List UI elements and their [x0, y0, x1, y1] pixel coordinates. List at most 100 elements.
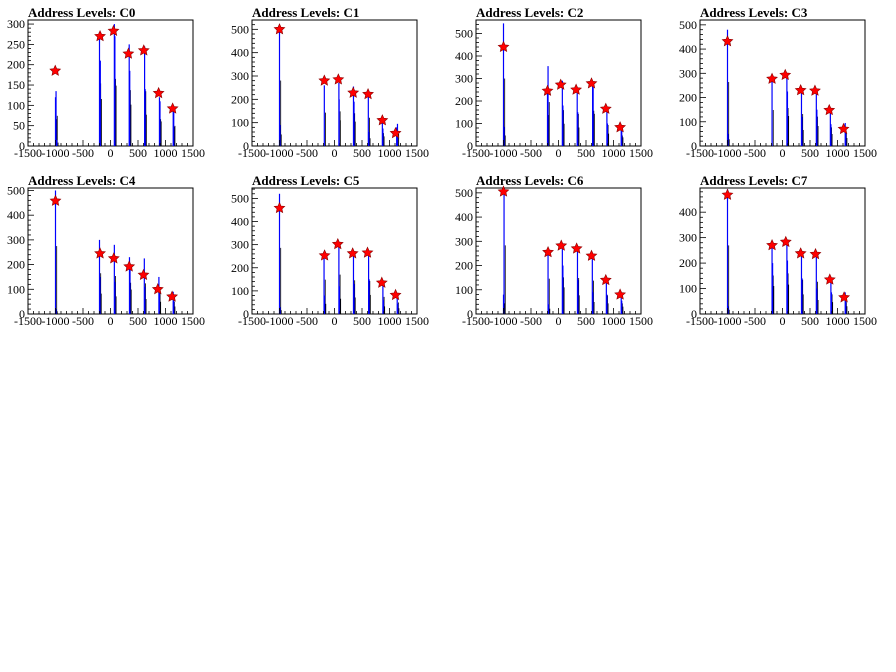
- chart-panel: Address Levels: C5-1500 -1000 -500 0 500 1000…: [231, 173, 429, 328]
- x-tick-label: 500: [801, 314, 819, 328]
- peak-marker: [94, 30, 106, 42]
- x-tick-label: -1000: [490, 314, 518, 328]
- y-tick-label: 400: [455, 49, 473, 63]
- y-tick-label: 0: [243, 139, 249, 153]
- y-tick-label: 100: [679, 115, 697, 129]
- y-tick-label: 500: [455, 27, 473, 41]
- peak-marker: [585, 249, 598, 261]
- peak-marker: [331, 237, 344, 250]
- peak-marker: [542, 245, 554, 258]
- peak-marker: [332, 73, 345, 85]
- peak-marker: [794, 84, 807, 96]
- peak-marker: [809, 247, 822, 260]
- x-tick-label: 0: [108, 314, 114, 328]
- peak-marker: [794, 247, 807, 259]
- x-tick-label: 0: [780, 146, 786, 160]
- peak-marker: [599, 102, 612, 114]
- y-tick-label: 500: [231, 22, 249, 36]
- y-tick-label: 0: [467, 139, 473, 153]
- x-tick-label: -1500: [14, 146, 42, 160]
- chart-title: Address Levels: C4: [28, 173, 136, 188]
- chart-title: Address Levels: C7: [700, 173, 808, 188]
- y-tick-label: 250: [7, 37, 25, 51]
- peak-marker: [346, 247, 359, 259]
- peak-marker: [123, 260, 136, 272]
- y-tick-label: 0: [691, 307, 697, 321]
- peak-marker: [497, 40, 510, 53]
- chart-title: Address Levels: C2: [476, 5, 583, 20]
- x-tick-label: -500: [72, 146, 94, 160]
- x-tick-label: 1000: [154, 146, 178, 160]
- peak-marker: [570, 242, 583, 254]
- y-tick-label: 300: [455, 72, 473, 86]
- x-tick-label: -1000: [714, 314, 742, 328]
- peak-marker: [273, 23, 286, 35]
- y-tick-label: 200: [231, 92, 249, 106]
- peak-marker: [362, 87, 374, 100]
- peak-marker: [49, 64, 62, 76]
- x-tick-label: 500: [353, 314, 371, 328]
- x-tick-label: -1500: [14, 314, 42, 328]
- x-tick-label: 1500: [853, 146, 877, 160]
- y-tick-label: 200: [455, 259, 473, 273]
- peak-marker: [318, 249, 331, 261]
- x-tick-label: 1000: [826, 146, 850, 160]
- y-tick-label: 400: [679, 42, 697, 56]
- x-tick-label: 500: [129, 314, 147, 328]
- y-tick-label: 200: [679, 256, 697, 270]
- peak-marker: [389, 126, 402, 139]
- peak-marker: [823, 273, 836, 285]
- plot-frame: [475, 187, 642, 315]
- y-tick-label: 0: [467, 307, 473, 321]
- x-tick-label: -1000: [42, 314, 70, 328]
- peak-marker: [585, 77, 598, 89]
- peak-marker: [721, 188, 734, 200]
- x-tick-label: 1000: [154, 314, 178, 328]
- peak-marker: [823, 103, 836, 116]
- peak-marker: [599, 273, 612, 286]
- peak-marker: [809, 84, 821, 96]
- y-tick-label: 400: [455, 210, 473, 224]
- peak-marker: [837, 122, 850, 135]
- peak-marker: [166, 102, 179, 114]
- peak-marker: [766, 239, 778, 251]
- x-tick-label: 500: [577, 314, 595, 328]
- x-tick-label: 500: [577, 146, 595, 160]
- x-tick-label: 1000: [378, 314, 402, 328]
- chart-title: Address Levels: C6: [476, 173, 584, 188]
- x-tick-label: -1500: [462, 146, 490, 160]
- peak-marker: [555, 239, 568, 251]
- chart-panel: Address Levels: C2-1500 -1000 -500 0 500 1000…: [455, 5, 653, 160]
- x-tick-label: -500: [296, 146, 318, 160]
- y-tick-label: 100: [231, 284, 249, 298]
- peak-marker: [347, 86, 360, 98]
- y-tick-label: 300: [7, 17, 25, 31]
- y-tick-label: 100: [7, 98, 25, 112]
- x-tick-label: 0: [556, 314, 562, 328]
- peak-marker: [152, 86, 165, 99]
- x-tick-label: -1500: [686, 314, 714, 328]
- chart-panel: Address Levels: C1-1500 -1000 -500 0 500 1000…: [231, 5, 429, 160]
- chart-title: Address Levels: C3: [700, 5, 808, 20]
- y-tick-label: 0: [691, 139, 697, 153]
- peak-marker: [151, 283, 164, 295]
- peak-marker: [497, 185, 510, 197]
- y-tick-label: 300: [231, 238, 249, 252]
- y-tick-label: 500: [231, 191, 249, 205]
- y-tick-label: 100: [679, 282, 697, 296]
- y-tick-label: 500: [679, 18, 697, 32]
- y-tick-label: 200: [679, 91, 697, 105]
- peak-marker: [318, 74, 331, 86]
- x-tick-label: 1500: [405, 146, 429, 160]
- peak-marker: [49, 194, 62, 206]
- peak-marker: [273, 201, 286, 214]
- x-tick-label: 1000: [378, 146, 402, 160]
- x-tick-label: 0: [332, 146, 338, 160]
- y-tick-label: 0: [243, 307, 249, 321]
- x-tick-label: -1500: [238, 314, 266, 328]
- x-tick-label: 1500: [629, 146, 653, 160]
- x-tick-label: -500: [520, 314, 542, 328]
- x-tick-label: -500: [744, 146, 766, 160]
- y-tick-label: 300: [231, 69, 249, 83]
